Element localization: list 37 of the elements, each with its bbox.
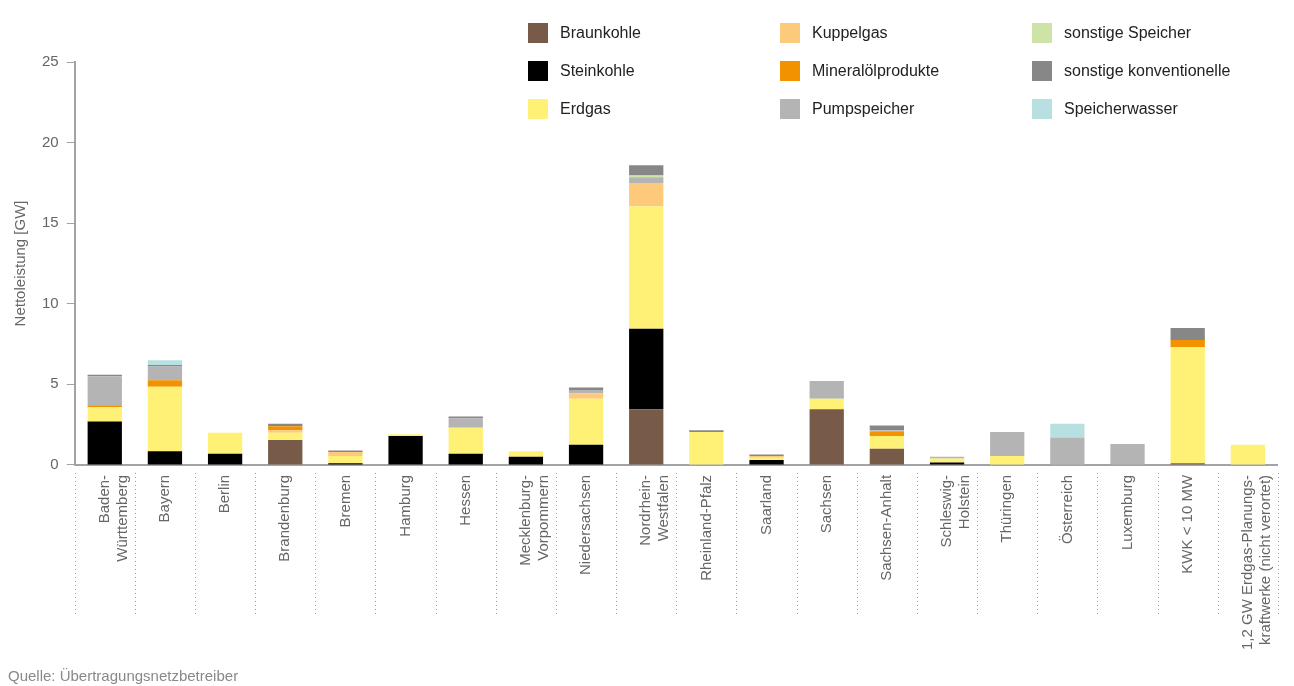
x-tick-label: Mecklenburg- Vorpommern [516, 474, 552, 566]
x-tick-label: Nordrhein- Westfalen [636, 474, 672, 546]
x-tick-label: Thüringen [997, 474, 1015, 543]
x-tick-label: Schleswig- Holstein [937, 474, 973, 548]
legend-label: Speicherwasser [1064, 100, 1178, 118]
y-tick-label: 25 [42, 52, 59, 70]
x-tick-label: KWK < 10 MW [1177, 474, 1195, 574]
legend-label: Erdgas [560, 100, 611, 118]
x-tick-label: Berlin [215, 474, 233, 514]
x-tick-label: Bayern [155, 474, 173, 523]
source-note: Quelle: Übertragungsnetzbetreiber [8, 667, 239, 684]
x-tick-label: Niedersachsen [576, 474, 594, 575]
legend-label: Kuppelgas [812, 24, 888, 42]
legend-label: Steinkohle [560, 62, 635, 80]
x-tick-label: Luxemburg [1117, 474, 1135, 550]
x-tick-label: Saarland [756, 474, 774, 535]
legend-label: sonstige konventionelle [1064, 62, 1231, 80]
x-tick-label: Sachsen [816, 474, 834, 534]
y-tick-label: 0 [50, 455, 59, 473]
y-tick-label: 5 [50, 374, 59, 392]
legend-label: Mineralölprodukte [812, 62, 940, 80]
legend-label: Pumpspeicher [812, 100, 915, 118]
x-tick-label: Österreich [1057, 474, 1075, 545]
y-axis-title: Nettoleistung [GW] [11, 200, 29, 327]
y-tick-label: 15 [42, 213, 59, 231]
x-tick-label: Sachsen-Anhalt [877, 474, 895, 581]
legend-label: sonstige Speicher [1064, 24, 1192, 42]
x-tick-label: Bremen [335, 474, 353, 528]
x-tick-label: Brandenburg [275, 474, 293, 562]
y-tick-label: 20 [42, 132, 59, 150]
x-tick-label: 1,2 GW Erdgas-Planungs- kraftwerke (nicht verortet) [1237, 474, 1273, 650]
x-tick-label: Rheinland-Pfalz [696, 474, 714, 581]
x-tick-label: Baden- Württemberg [94, 474, 130, 562]
x-tick-label: Hamburg [395, 474, 413, 537]
x-tick-label: Hessen [455, 474, 473, 526]
legend-label: Braunkohle [560, 24, 641, 42]
y-tick-label: 10 [42, 293, 59, 311]
